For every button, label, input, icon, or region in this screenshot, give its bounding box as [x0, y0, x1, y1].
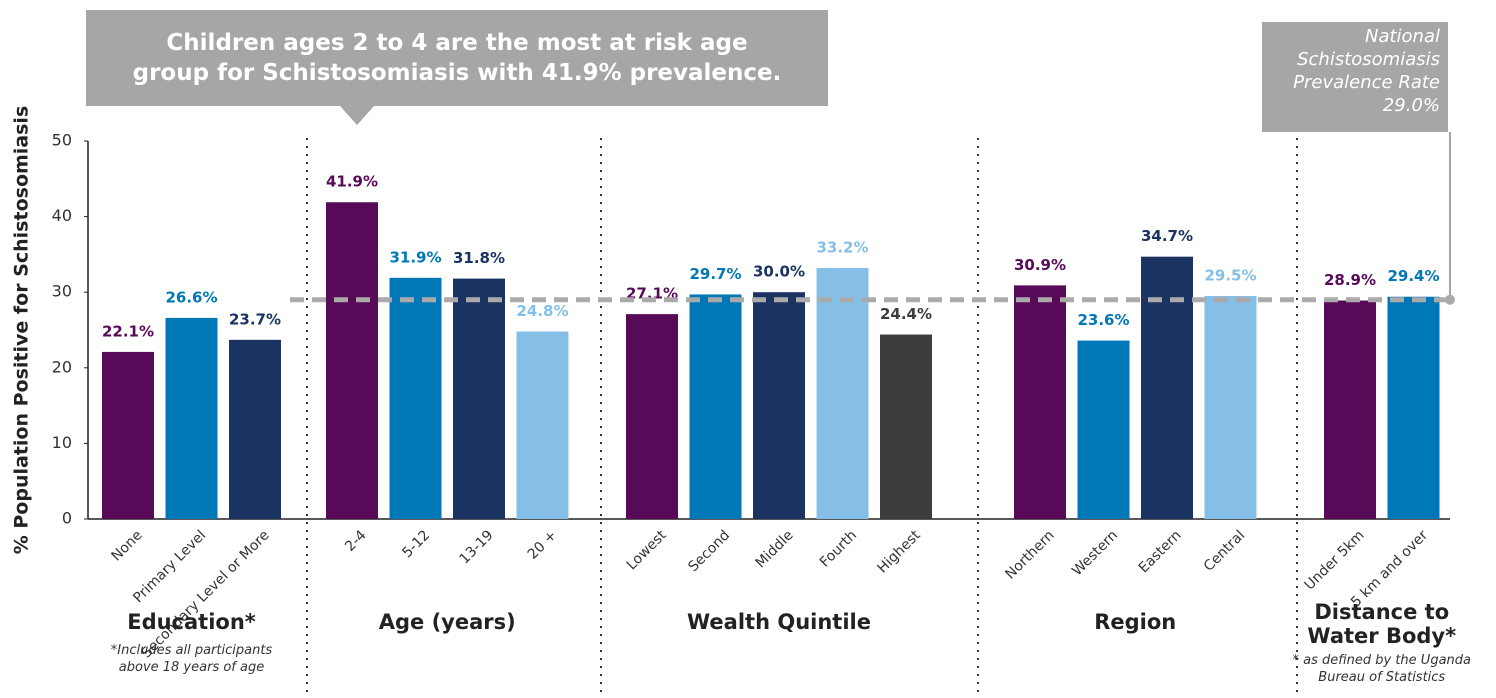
value-label: 28.9% — [1324, 271, 1376, 289]
value-label: 34.7% — [1141, 227, 1193, 245]
bar — [1141, 256, 1193, 519]
group-label: Distance to Water Body* — [1307, 600, 1457, 648]
y-tick-label: 10 — [52, 433, 72, 452]
group-note: *Includes all participants above 18 year… — [110, 643, 273, 675]
reference-annotation: National Schistosomiasis Prevalence Rate… — [1262, 22, 1448, 132]
bar — [453, 278, 505, 519]
x-tick-label: Fourth — [817, 527, 860, 570]
bar — [1387, 296, 1440, 519]
reference-label: National Schistosomiasis Prevalence Rate — [1293, 26, 1440, 93]
bar — [389, 277, 442, 519]
bar — [1077, 340, 1130, 519]
callout-title: Children ages 2 to 4 are the most at ris… — [86, 10, 828, 106]
value-label: 24.8% — [516, 302, 568, 320]
value-label: 31.8% — [453, 249, 505, 267]
x-tick-label: 20 + — [525, 527, 560, 562]
group-note: * as defined by the Uganda Bureau of Sta… — [1292, 653, 1471, 685]
value-label: 30.0% — [753, 263, 805, 281]
group-label: Education* — [127, 610, 256, 634]
x-tick-label: Western — [1069, 527, 1121, 579]
bar — [516, 331, 569, 519]
value-label: 23.6% — [1077, 311, 1129, 329]
reference-dot — [1445, 294, 1455, 305]
bar — [229, 339, 281, 519]
group-label: Age (years) — [378, 610, 516, 634]
y-tick-label: 30 — [52, 282, 72, 301]
x-tick-label: Lowest — [624, 527, 670, 573]
bar — [165, 317, 218, 519]
y-tick-label: 50 — [52, 131, 72, 150]
bar — [626, 314, 678, 519]
x-tick-label: Highest — [874, 527, 924, 577]
x-tick-label: Middle — [753, 527, 797, 571]
x-tick-label: 2-4 — [342, 527, 370, 555]
bar — [1014, 285, 1066, 519]
bar — [102, 351, 154, 519]
value-label: 30.9% — [1014, 256, 1066, 274]
bar — [753, 292, 805, 519]
x-tick-label: None — [109, 527, 146, 564]
bar — [326, 202, 378, 519]
x-tick-label: 5-12 — [399, 527, 433, 561]
x-tick-label: Central — [1201, 527, 1248, 574]
x-tick-label: Eastern — [1136, 527, 1185, 576]
value-label: 31.9% — [389, 248, 441, 266]
bar — [816, 268, 869, 519]
value-label: 29.5% — [1204, 266, 1256, 284]
value-label: 41.9% — [326, 173, 378, 191]
x-tick-label: Second — [685, 527, 733, 575]
value-label: 26.6% — [165, 288, 217, 306]
x-tick-label: Under 5km — [1302, 527, 1368, 593]
bar — [1204, 295, 1257, 519]
x-tick-label: 13-19 — [457, 527, 497, 567]
value-label: 29.4% — [1387, 267, 1439, 285]
group-label: Region — [1094, 610, 1177, 634]
bar — [880, 334, 932, 519]
callout-pointer — [340, 106, 374, 125]
value-label: 33.2% — [816, 239, 868, 257]
value-label: 23.7% — [229, 310, 281, 328]
y-axis-label: % Population Positive for Schistosomiasi… — [11, 106, 33, 555]
group-label: Wealth Quintile — [687, 610, 871, 634]
value-label: 24.4% — [880, 305, 932, 323]
y-tick-label: 20 — [52, 357, 72, 376]
y-tick-label: 0 — [62, 509, 72, 528]
bar — [689, 294, 742, 519]
reference-value-label: 29.0% — [1382, 95, 1440, 116]
value-label: 22.1% — [102, 322, 154, 340]
value-label: 29.7% — [689, 265, 741, 283]
x-tick-label: Northern — [1002, 527, 1057, 582]
bar — [1324, 300, 1376, 519]
y-tick-label: 40 — [52, 206, 72, 225]
